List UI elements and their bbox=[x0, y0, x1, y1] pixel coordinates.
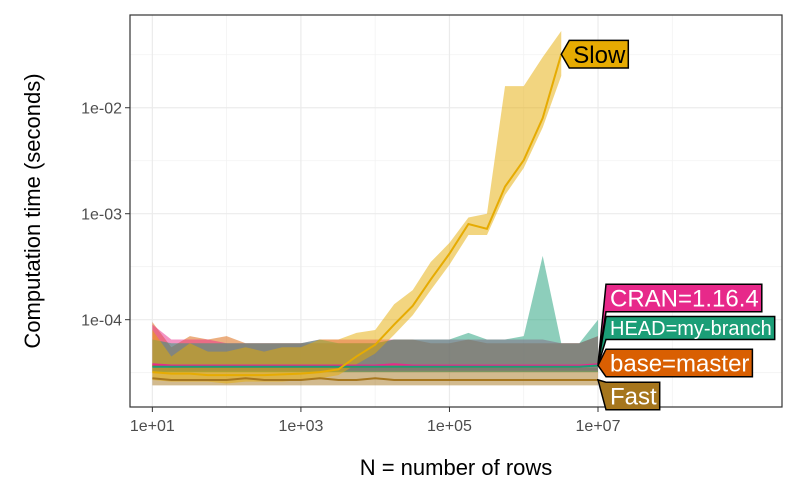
label-base-master: base=master bbox=[597, 348, 754, 378]
series-layer bbox=[152, 30, 599, 386]
plot-area bbox=[129, 14, 783, 408]
label-head-my-branch: HEAD=my-branch bbox=[597, 315, 776, 366]
x-tick-label: 1e+01 bbox=[130, 418, 175, 435]
plot-border bbox=[129, 14, 783, 408]
x-tick-label: 1e+05 bbox=[427, 418, 472, 435]
label-cran-1-16-4: CRAN=1.16.4 bbox=[597, 283, 763, 365]
x-tick-label: 1e+03 bbox=[278, 418, 323, 435]
line-cran-1-16-4 bbox=[152, 363, 599, 367]
ribbon-slow bbox=[152, 30, 562, 384]
y-tick-label: 1e-02 bbox=[81, 101, 122, 118]
x-axis-ticks: 1e+01 1e+03 1e+05 1e+07 bbox=[130, 407, 621, 435]
line-head-my-branch bbox=[152, 364, 599, 368]
label-box-fast bbox=[596, 378, 661, 411]
y-axis-ticks: 1e-04 1e-03 1e-02 bbox=[81, 101, 130, 330]
label-text-cran-1-16-4: CRAN=1.16.4 bbox=[610, 286, 759, 313]
line-fast bbox=[152, 377, 599, 381]
label-fast: Fast bbox=[596, 378, 661, 411]
label-slow: Slow bbox=[560, 39, 630, 69]
label-box-head-my-branch bbox=[597, 315, 776, 366]
y-tick-label: 1e-03 bbox=[81, 207, 122, 224]
label-text-fast: Fast bbox=[610, 384, 657, 411]
x-axis-title: N = number of rows bbox=[360, 455, 553, 480]
label-text-slow: Slow bbox=[573, 42, 626, 69]
y-axis-title: Computation time (seconds) bbox=[20, 73, 45, 348]
label-text-base-master: base=master bbox=[610, 351, 749, 378]
label-box-base-master bbox=[597, 348, 754, 378]
x-tick-label: 1e+07 bbox=[576, 418, 621, 435]
y-tick-label: 1e-04 bbox=[81, 313, 122, 330]
direct-labels: Slow CRAN=1.16.4 HEAD=my-branch base=master… bbox=[560, 39, 776, 411]
label-box-slow bbox=[560, 39, 630, 69]
line-slow bbox=[152, 53, 563, 377]
ribbon-head-my-branch bbox=[152, 255, 599, 373]
label-text-head-my-branch: HEAD=my-branch bbox=[610, 318, 772, 340]
